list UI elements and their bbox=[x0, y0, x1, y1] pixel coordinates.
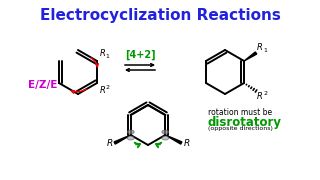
Text: rotation must be: rotation must be bbox=[208, 108, 272, 117]
Text: (opposite directions): (opposite directions) bbox=[208, 126, 273, 131]
Text: 2: 2 bbox=[263, 91, 267, 96]
Polygon shape bbox=[244, 52, 257, 61]
Text: 1: 1 bbox=[106, 54, 109, 59]
Text: disrotatory: disrotatory bbox=[208, 116, 282, 129]
Text: Electrocyclization Reactions: Electrocyclization Reactions bbox=[40, 8, 280, 23]
Ellipse shape bbox=[127, 130, 134, 134]
Text: R: R bbox=[107, 138, 113, 147]
Text: [4+2]: [4+2] bbox=[125, 50, 155, 60]
Ellipse shape bbox=[162, 136, 169, 140]
Text: R: R bbox=[257, 92, 263, 101]
Text: E/Z/E: E/Z/E bbox=[28, 80, 57, 90]
Text: R: R bbox=[257, 43, 263, 52]
Text: R: R bbox=[183, 138, 189, 147]
Text: 2: 2 bbox=[106, 85, 109, 90]
Polygon shape bbox=[114, 135, 131, 144]
Text: 1: 1 bbox=[263, 48, 267, 53]
Ellipse shape bbox=[162, 130, 169, 134]
Text: R: R bbox=[100, 86, 106, 95]
Text: R: R bbox=[100, 49, 106, 58]
Ellipse shape bbox=[127, 136, 134, 140]
Polygon shape bbox=[165, 135, 182, 144]
